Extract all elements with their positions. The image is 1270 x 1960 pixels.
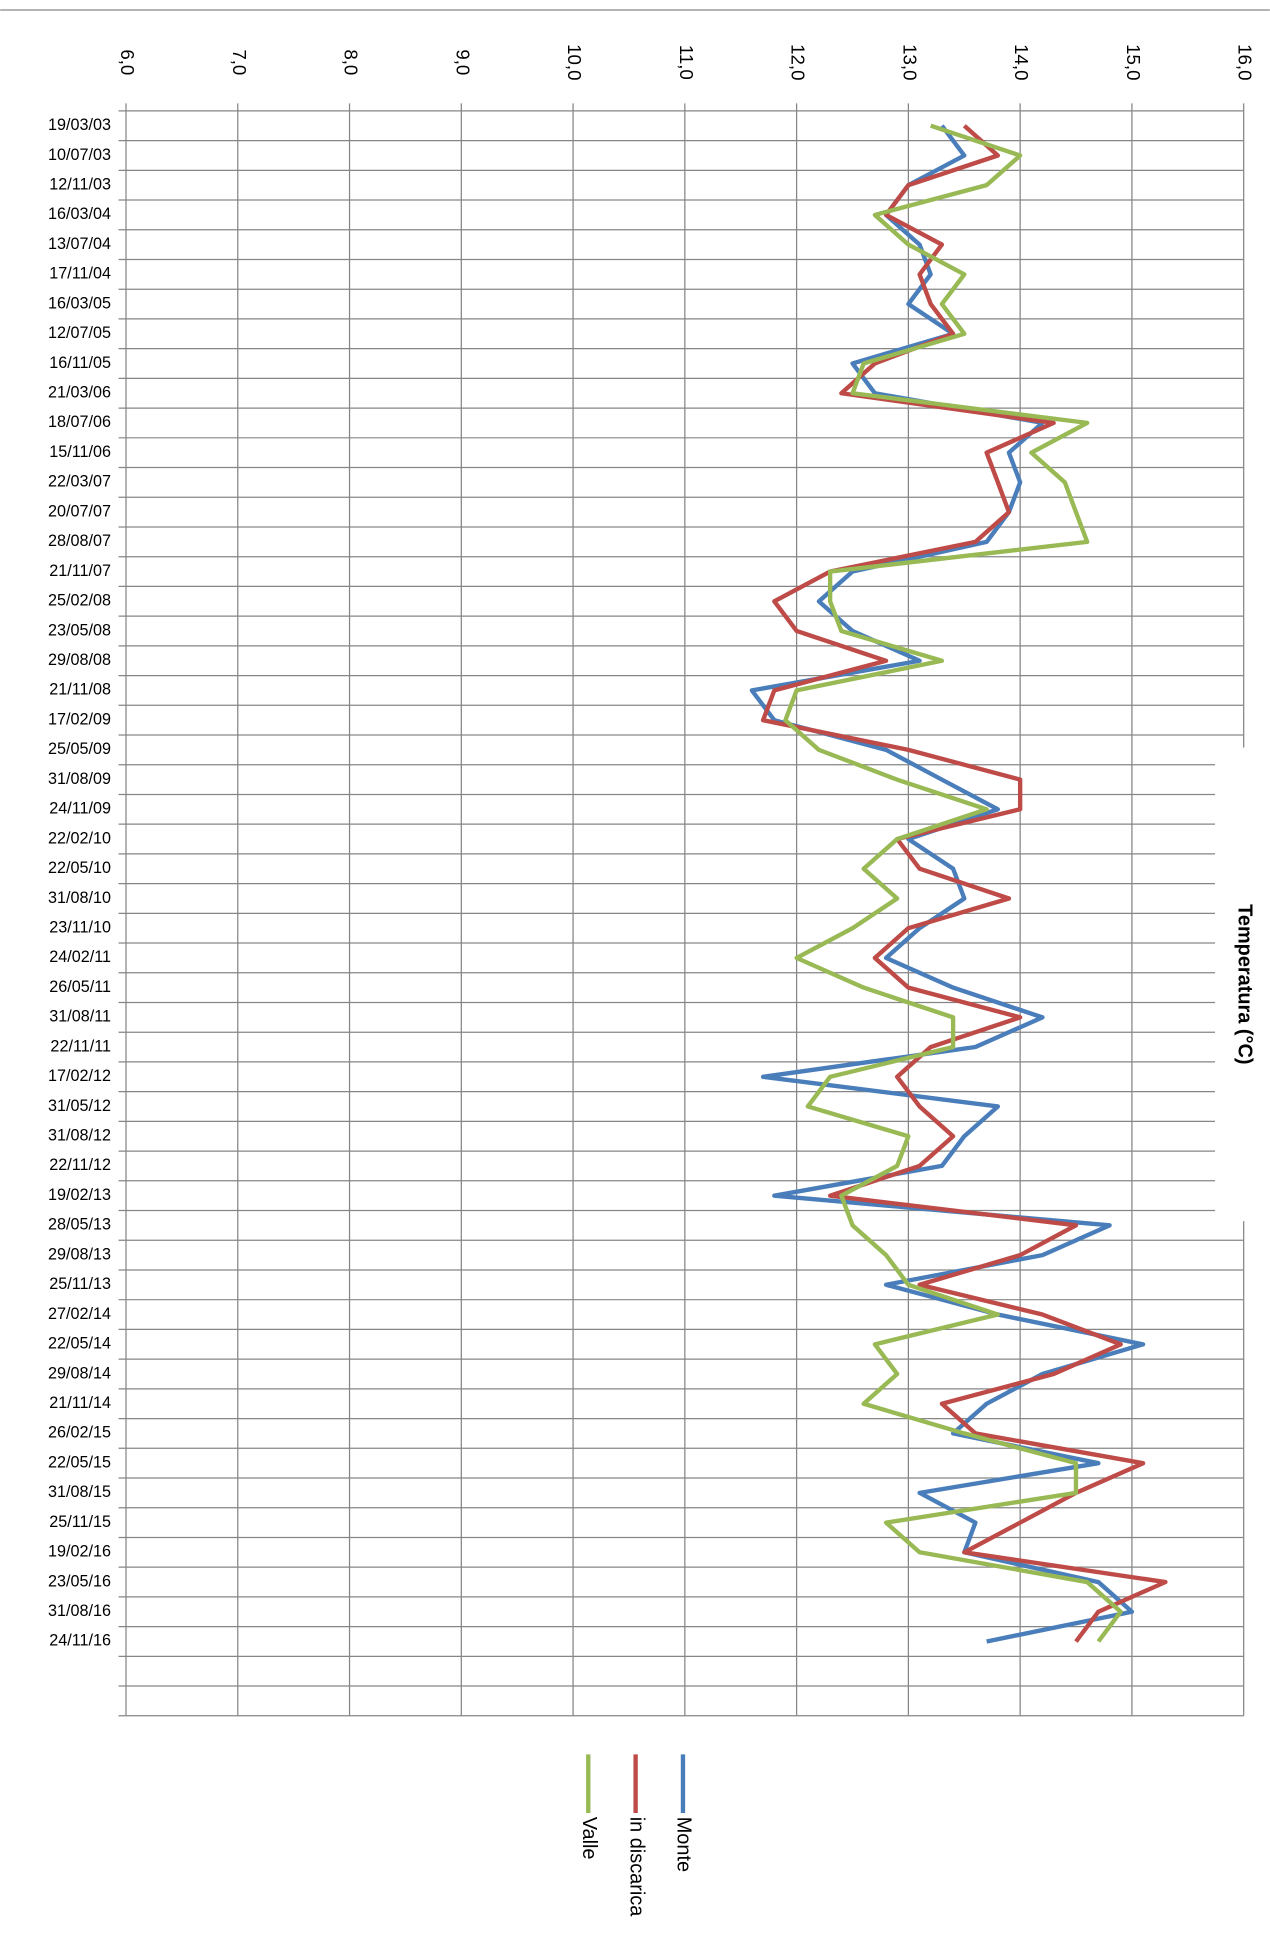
y-tick-label: 22/05/10 <box>48 859 111 877</box>
y-tick-label: 31/08/12 <box>48 1127 111 1145</box>
x-tick-label: 14,0 <box>1011 44 1032 80</box>
y-tick-label: 21/11/08 <box>49 681 111 699</box>
y-tick-label: 22/05/14 <box>48 1335 111 1353</box>
y-tick-label: 10/07/03 <box>48 146 111 164</box>
y-tick-label: 28/05/13 <box>48 1216 111 1234</box>
x-tick-label: 9,0 <box>452 49 473 75</box>
y-tick-label: 17/11/04 <box>49 265 111 283</box>
x-tick-label: 12,0 <box>788 44 809 80</box>
y-tick-label: 22/02/10 <box>48 829 111 847</box>
y-tick-label: 22/05/15 <box>48 1453 111 1471</box>
y-tick-label: 29/08/14 <box>48 1364 111 1382</box>
x-tick-label: 6,0 <box>117 49 138 75</box>
y-tick-label: 23/05/16 <box>48 1572 111 1590</box>
y-tick-label: 23/11/10 <box>49 918 111 936</box>
y-tick-label: 29/08/13 <box>48 1245 111 1263</box>
y-tick-label: 31/08/09 <box>48 770 111 788</box>
y-tick-label: 19/02/16 <box>48 1543 111 1561</box>
legend-label: Monte <box>673 1817 695 1872</box>
x-tick-label: 8,0 <box>341 49 362 75</box>
y-tick-label: 29/08/08 <box>48 651 111 669</box>
y-tick-label: 19/03/03 <box>48 116 111 134</box>
y-tick-label: 31/05/12 <box>48 1097 111 1115</box>
y-tick-label: 31/08/16 <box>48 1602 111 1620</box>
y-tick-label: 25/02/08 <box>48 592 111 610</box>
y-tick-label: 16/03/04 <box>48 205 111 223</box>
x-tick-label: 16,0 <box>1235 44 1256 80</box>
y-tick-label: 27/02/14 <box>48 1305 111 1323</box>
legend-label: Valle <box>578 1817 600 1860</box>
axis-title: Temperatura (°C) <box>1233 904 1255 1064</box>
axis-title-bg <box>1215 747 1270 1222</box>
y-tick-label: 20/07/07 <box>48 502 111 520</box>
y-tick-label: 25/05/09 <box>48 740 111 758</box>
x-tick-label: 7,0 <box>229 49 250 75</box>
y-tick-label: 31/08/11 <box>49 1008 111 1026</box>
y-tick-label: 21/11/07 <box>49 562 111 580</box>
y-tick-label: 25/11/15 <box>49 1513 111 1531</box>
y-tick-label: 15/11/06 <box>49 443 111 461</box>
y-tick-label: 23/05/08 <box>48 621 111 639</box>
y-tick-label: 16/11/05 <box>49 354 111 372</box>
y-tick-label: 26/02/15 <box>48 1424 111 1442</box>
y-tick-label: 21/03/06 <box>48 384 111 402</box>
y-tick-label: 22/03/07 <box>48 473 111 491</box>
y-tick-label: 17/02/12 <box>48 1067 111 1085</box>
x-tick-label: 10,0 <box>564 44 585 80</box>
x-tick-label: 15,0 <box>1123 44 1144 80</box>
y-tick-label: 16/03/05 <box>48 294 111 312</box>
x-tick-label: 13,0 <box>899 44 920 80</box>
y-tick-label: 24/11/16 <box>49 1632 111 1650</box>
y-tick-label: 19/02/13 <box>48 1186 111 1204</box>
y-tick-label: 31/08/10 <box>48 889 111 907</box>
y-tick-label: 22/11/11 <box>50 1037 111 1055</box>
x-tick-label: 11,0 <box>676 45 697 80</box>
y-tick-label: 22/11/12 <box>49 1156 111 1174</box>
y-tick-label: 28/08/07 <box>48 532 111 550</box>
y-tick-label: 21/11/14 <box>49 1394 111 1412</box>
y-tick-label: 24/02/11 <box>49 948 111 966</box>
series-line <box>783 123 1123 1643</box>
y-tick-label: 24/11/09 <box>49 800 111 818</box>
y-tick-label: 12/11/03 <box>49 175 111 193</box>
y-tick-label: 17/02/09 <box>48 710 111 728</box>
y-tick-label: 26/05/11 <box>49 978 111 996</box>
y-tick-label: 12/07/05 <box>48 324 111 342</box>
y-tick-label: 18/07/06 <box>48 413 111 431</box>
y-tick-label: 31/08/15 <box>48 1483 111 1501</box>
y-tick-label: 13/07/04 <box>48 235 111 253</box>
y-tick-label: 25/11/13 <box>49 1275 111 1293</box>
legend-label: in discarica <box>625 1817 647 1918</box>
